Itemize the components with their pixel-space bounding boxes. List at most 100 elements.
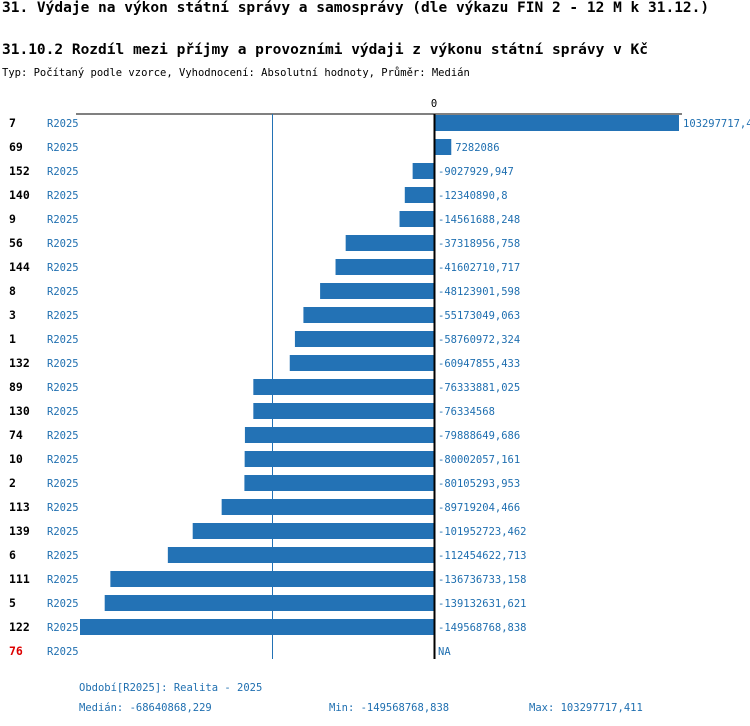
- bar: [434, 139, 452, 155]
- value-label: -79888649,686: [438, 430, 520, 442]
- category-label: 111: [9, 572, 30, 586]
- category-label: 10: [9, 452, 23, 466]
- period-label: R2025: [47, 382, 79, 394]
- value-label: -80002057,161: [438, 454, 520, 466]
- value-label: -12340890,8: [438, 190, 508, 202]
- period-label: R2025: [47, 478, 79, 490]
- footer-median: Medián: -68640868,229: [79, 702, 212, 714]
- bar: [335, 259, 434, 275]
- category-label: 7: [9, 116, 16, 130]
- category-label: 8: [9, 284, 16, 298]
- category-label: 6: [9, 548, 16, 562]
- category-label: 74: [9, 428, 23, 442]
- period-label: R2025: [47, 262, 79, 274]
- value-label: -41602710,717: [438, 262, 520, 274]
- category-label: 1: [9, 332, 16, 346]
- chart-type-info: Typ: Počítaný podle vzorce, Vyhodnocení:…: [2, 67, 470, 79]
- value-label: -48123901,598: [438, 286, 520, 298]
- bar: [80, 619, 434, 635]
- bar: [104, 595, 435, 611]
- category-label: 2: [9, 476, 16, 490]
- period-label: R2025: [47, 310, 79, 322]
- period-label: R2025: [47, 190, 79, 202]
- value-label: 7282086: [455, 142, 499, 154]
- period-label: R2025: [47, 358, 79, 370]
- category-label: 139: [9, 524, 30, 538]
- period-label: R2025: [47, 118, 79, 130]
- period-label: R2025: [47, 454, 79, 466]
- period-label: R2025: [47, 622, 79, 634]
- bar: [294, 331, 434, 347]
- value-label: -149568768,838: [438, 622, 527, 634]
- category-label: 5: [9, 596, 16, 610]
- page-title: 31. Výdaje na výkon státní správy a samo…: [2, 0, 710, 16]
- bar: [244, 475, 434, 491]
- period-label: R2025: [47, 598, 79, 610]
- period-label: R2025: [47, 166, 79, 178]
- value-label: -112454622,713: [438, 550, 527, 562]
- footer-period: Období[R2025]: Realita - 2025: [79, 682, 263, 694]
- value-label: -89719204,466: [438, 502, 520, 514]
- value-label: -101952723,462: [438, 526, 527, 538]
- bar: [303, 307, 434, 323]
- category-label: 89: [9, 380, 23, 394]
- value-label: -37318956,758: [438, 238, 520, 250]
- value-label: -76334568: [438, 406, 495, 418]
- period-label: R2025: [47, 526, 79, 538]
- period-label: R2025: [47, 406, 79, 418]
- bar: [253, 379, 434, 395]
- bar: [412, 163, 434, 179]
- value-label: -58760972,324: [438, 334, 520, 346]
- category-label: 122: [9, 620, 30, 634]
- category-label: 3: [9, 308, 16, 322]
- value-label: -76333881,025: [438, 382, 520, 394]
- category-label: 140: [9, 188, 30, 202]
- category-label: 152: [9, 164, 30, 178]
- bar: [244, 427, 434, 443]
- value-label: -9027929,947: [438, 166, 514, 178]
- bar: [244, 451, 434, 467]
- bar: [192, 523, 434, 539]
- bar: [320, 283, 434, 299]
- category-label: 113: [9, 500, 30, 514]
- period-label: R2025: [47, 574, 79, 586]
- bar: [167, 547, 434, 563]
- category-label: 132: [9, 356, 30, 370]
- bar: [221, 499, 434, 515]
- period-label: R2025: [47, 214, 79, 226]
- category-label: 76: [9, 644, 23, 658]
- value-label: -55173049,063: [438, 310, 520, 322]
- footer-min: Min: -149568768,838: [329, 702, 450, 714]
- category-label: 130: [9, 404, 30, 418]
- value-label: NA: [438, 646, 451, 658]
- period-label: R2025: [47, 334, 79, 346]
- period-label: R2025: [47, 430, 79, 442]
- chart-title: 31.10.2 Rozdíl mezi příjmy a provozními …: [2, 42, 649, 58]
- period-label: R2025: [47, 502, 79, 514]
- zero-tick-label: 0: [431, 98, 437, 110]
- bar: [253, 403, 434, 419]
- bar: [110, 571, 435, 587]
- value-label: 103297717,4: [683, 118, 750, 130]
- bar: [399, 211, 434, 227]
- category-label: 56: [9, 236, 23, 250]
- footer-max: Max: 103297717,411: [529, 702, 643, 714]
- period-label: R2025: [47, 238, 79, 250]
- value-label: -80105293,953: [438, 478, 520, 490]
- period-label: R2025: [47, 286, 79, 298]
- bar: [404, 187, 434, 203]
- bar: [345, 235, 434, 251]
- category-label: 144: [9, 260, 30, 274]
- value-label: -60947855,433: [438, 358, 520, 370]
- bar: [434, 115, 679, 131]
- category-label: 69: [9, 140, 23, 154]
- period-label: R2025: [47, 550, 79, 562]
- period-label: R2025: [47, 646, 79, 658]
- value-label: -136736733,158: [438, 574, 527, 586]
- value-label: -139132631,621: [438, 598, 527, 610]
- value-label: -14561688,248: [438, 214, 520, 226]
- bar: [289, 355, 434, 371]
- category-label: 9: [9, 212, 16, 226]
- period-label: R2025: [47, 142, 79, 154]
